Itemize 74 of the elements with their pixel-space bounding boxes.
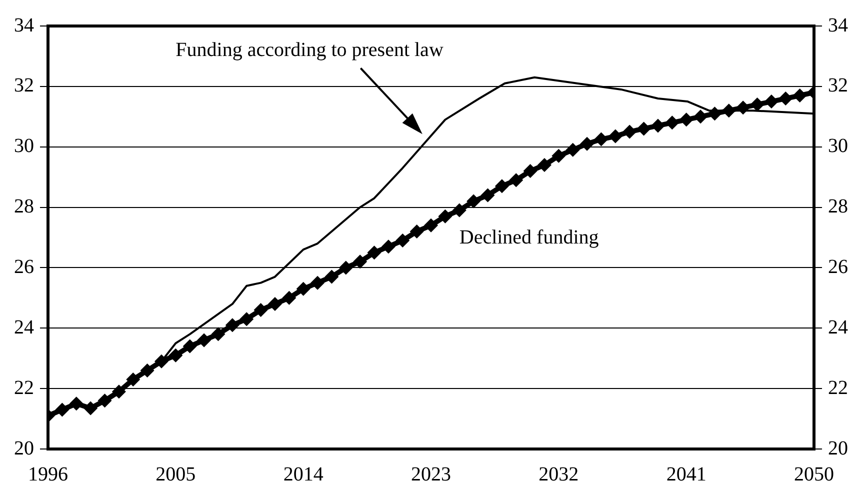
y-tick-label: 26 <box>14 256 34 278</box>
x-tick-label: 2014 <box>283 463 324 486</box>
y2-tick-label: 22 <box>828 376 848 399</box>
point <box>140 363 154 378</box>
point <box>764 94 778 109</box>
point <box>679 112 694 127</box>
point <box>509 173 524 188</box>
point <box>310 276 325 290</box>
y2-tick-label: 30 <box>828 135 848 158</box>
point <box>268 296 282 311</box>
point <box>240 312 254 326</box>
point <box>338 260 353 275</box>
x-tick-label: 2005 <box>156 463 196 486</box>
point <box>410 224 424 238</box>
point <box>353 254 368 269</box>
point <box>254 303 268 318</box>
point <box>396 234 410 248</box>
point <box>438 209 452 224</box>
point <box>55 402 70 417</box>
point <box>367 246 382 260</box>
point <box>452 203 466 218</box>
y-tick-label: 28 <box>14 196 34 218</box>
point <box>580 136 594 151</box>
x-tick-label: 2041 <box>666 463 706 486</box>
y2-tick-label: 34 <box>828 14 848 36</box>
y2-tick-label: 32 <box>828 74 848 97</box>
y-tick-label: 32 <box>14 74 34 97</box>
point <box>69 396 84 411</box>
point <box>537 158 552 172</box>
point <box>608 129 622 144</box>
point <box>480 188 495 202</box>
y2-tick-label: 20 <box>828 437 848 460</box>
point <box>282 290 296 305</box>
y2-tick-label: 26 <box>828 256 848 278</box>
x-tick-label: 1996 <box>28 463 68 486</box>
point <box>182 339 197 354</box>
y-tick-label: 20 <box>14 437 34 460</box>
x-tick-label: 2050 <box>794 463 834 486</box>
point <box>197 333 212 348</box>
point <box>84 401 98 416</box>
y2-tick-label: 24 <box>828 316 848 338</box>
point <box>324 270 339 284</box>
point <box>694 110 708 124</box>
y-tick-label: 24 <box>14 316 34 338</box>
point <box>296 282 310 296</box>
point <box>126 372 140 387</box>
series-label: Declined funding <box>459 226 599 249</box>
point <box>225 318 240 332</box>
point <box>98 394 112 408</box>
point <box>622 124 637 139</box>
point <box>650 118 665 133</box>
point <box>636 122 651 136</box>
x-tick-label: 2023 <box>411 463 451 486</box>
point <box>750 98 764 112</box>
point <box>778 92 793 106</box>
point <box>523 164 538 178</box>
point <box>112 384 126 399</box>
x-tick-label: 2032 <box>538 463 579 486</box>
point <box>466 194 481 208</box>
point <box>792 88 807 102</box>
point <box>168 348 183 362</box>
y2-tick-label: 28 <box>828 196 848 218</box>
point <box>665 116 680 130</box>
point <box>552 148 566 163</box>
point <box>424 218 438 232</box>
point <box>381 240 396 254</box>
text: Funding according to present law <box>176 39 444 62</box>
y-tick-label: 34 <box>14 14 34 36</box>
point <box>494 179 509 194</box>
y-tick-label: 22 <box>14 376 34 399</box>
point <box>594 132 608 146</box>
y-tick-label: 30 <box>14 135 34 158</box>
point <box>211 327 226 342</box>
point <box>566 142 580 157</box>
